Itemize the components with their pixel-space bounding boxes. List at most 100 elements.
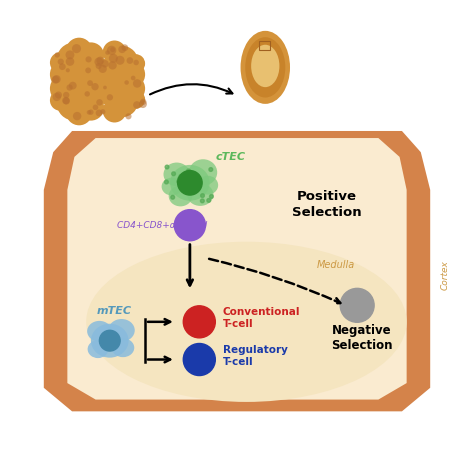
Circle shape bbox=[103, 40, 126, 64]
Circle shape bbox=[183, 306, 215, 338]
Circle shape bbox=[62, 97, 70, 104]
Ellipse shape bbox=[187, 183, 213, 206]
Circle shape bbox=[66, 99, 92, 125]
Text: Regulatory
T-cell: Regulatory T-cell bbox=[223, 345, 288, 366]
Circle shape bbox=[209, 168, 213, 172]
Circle shape bbox=[117, 74, 145, 103]
Circle shape bbox=[171, 195, 174, 199]
Circle shape bbox=[105, 46, 138, 80]
Circle shape bbox=[62, 57, 111, 106]
Circle shape bbox=[100, 330, 120, 351]
Circle shape bbox=[165, 165, 169, 169]
Ellipse shape bbox=[170, 165, 210, 201]
Circle shape bbox=[55, 91, 62, 99]
Circle shape bbox=[118, 46, 126, 53]
Ellipse shape bbox=[164, 163, 190, 186]
Circle shape bbox=[139, 100, 147, 108]
Polygon shape bbox=[67, 138, 407, 400]
Circle shape bbox=[107, 94, 113, 100]
Text: Medulla: Medulla bbox=[317, 260, 355, 270]
Circle shape bbox=[52, 76, 59, 83]
Circle shape bbox=[124, 80, 129, 85]
Text: Conventional
T-cell: Conventional T-cell bbox=[223, 307, 301, 329]
Circle shape bbox=[91, 83, 99, 91]
Circle shape bbox=[50, 59, 80, 90]
Ellipse shape bbox=[86, 242, 407, 402]
Circle shape bbox=[207, 199, 210, 202]
Circle shape bbox=[85, 56, 91, 63]
Circle shape bbox=[110, 47, 115, 52]
Ellipse shape bbox=[169, 186, 192, 206]
Circle shape bbox=[340, 288, 374, 322]
Circle shape bbox=[105, 83, 138, 117]
Circle shape bbox=[179, 174, 183, 178]
Circle shape bbox=[84, 91, 90, 97]
Circle shape bbox=[133, 101, 141, 109]
Circle shape bbox=[63, 98, 70, 104]
Circle shape bbox=[133, 60, 139, 65]
Circle shape bbox=[103, 86, 107, 90]
Circle shape bbox=[56, 42, 92, 78]
Circle shape bbox=[87, 110, 91, 115]
Text: cTEC: cTEC bbox=[216, 152, 246, 162]
Polygon shape bbox=[72, 133, 402, 218]
Circle shape bbox=[78, 42, 104, 69]
Polygon shape bbox=[44, 131, 430, 411]
Text: Cortex: Cortex bbox=[441, 260, 450, 290]
Bar bbox=[259, 41, 270, 50]
Circle shape bbox=[210, 195, 213, 199]
Ellipse shape bbox=[197, 176, 218, 195]
Circle shape bbox=[50, 73, 80, 104]
Circle shape bbox=[103, 99, 126, 122]
Circle shape bbox=[174, 210, 205, 241]
Circle shape bbox=[183, 344, 215, 375]
Ellipse shape bbox=[91, 324, 128, 357]
Text: mTEC: mTEC bbox=[97, 307, 132, 317]
Text: Positive
Selection: Positive Selection bbox=[292, 190, 361, 219]
Circle shape bbox=[87, 58, 134, 105]
Circle shape bbox=[121, 44, 128, 51]
Ellipse shape bbox=[88, 340, 109, 358]
Circle shape bbox=[66, 84, 73, 91]
Circle shape bbox=[178, 177, 182, 181]
Circle shape bbox=[101, 60, 109, 68]
Ellipse shape bbox=[240, 31, 290, 104]
Ellipse shape bbox=[162, 178, 182, 196]
Circle shape bbox=[96, 109, 102, 116]
Ellipse shape bbox=[112, 338, 134, 357]
Circle shape bbox=[107, 46, 116, 55]
Circle shape bbox=[96, 56, 104, 64]
Circle shape bbox=[140, 99, 146, 105]
Circle shape bbox=[87, 80, 93, 86]
Ellipse shape bbox=[251, 45, 279, 87]
Circle shape bbox=[88, 109, 94, 115]
Circle shape bbox=[164, 180, 168, 184]
Text: CD4+CD8+αβ T-cell: CD4+CD8+αβ T-cell bbox=[117, 221, 207, 230]
Circle shape bbox=[201, 199, 204, 203]
Circle shape bbox=[116, 56, 125, 65]
Circle shape bbox=[66, 68, 70, 73]
Circle shape bbox=[63, 92, 69, 98]
Text: Negative
Selection: Negative Selection bbox=[331, 324, 392, 352]
Circle shape bbox=[126, 90, 145, 109]
Circle shape bbox=[58, 59, 64, 65]
Circle shape bbox=[85, 67, 91, 73]
Circle shape bbox=[55, 52, 60, 58]
Ellipse shape bbox=[109, 319, 135, 342]
Circle shape bbox=[99, 64, 107, 73]
Circle shape bbox=[126, 113, 132, 119]
Circle shape bbox=[172, 172, 175, 176]
Circle shape bbox=[178, 171, 202, 195]
Circle shape bbox=[127, 57, 133, 64]
Circle shape bbox=[94, 57, 103, 66]
Circle shape bbox=[201, 194, 204, 198]
Circle shape bbox=[191, 182, 194, 185]
Circle shape bbox=[117, 60, 145, 89]
Circle shape bbox=[96, 63, 102, 69]
Circle shape bbox=[50, 52, 71, 73]
Circle shape bbox=[53, 93, 61, 101]
Circle shape bbox=[100, 109, 105, 114]
Circle shape bbox=[69, 82, 77, 90]
Ellipse shape bbox=[189, 159, 217, 186]
Circle shape bbox=[105, 50, 110, 55]
